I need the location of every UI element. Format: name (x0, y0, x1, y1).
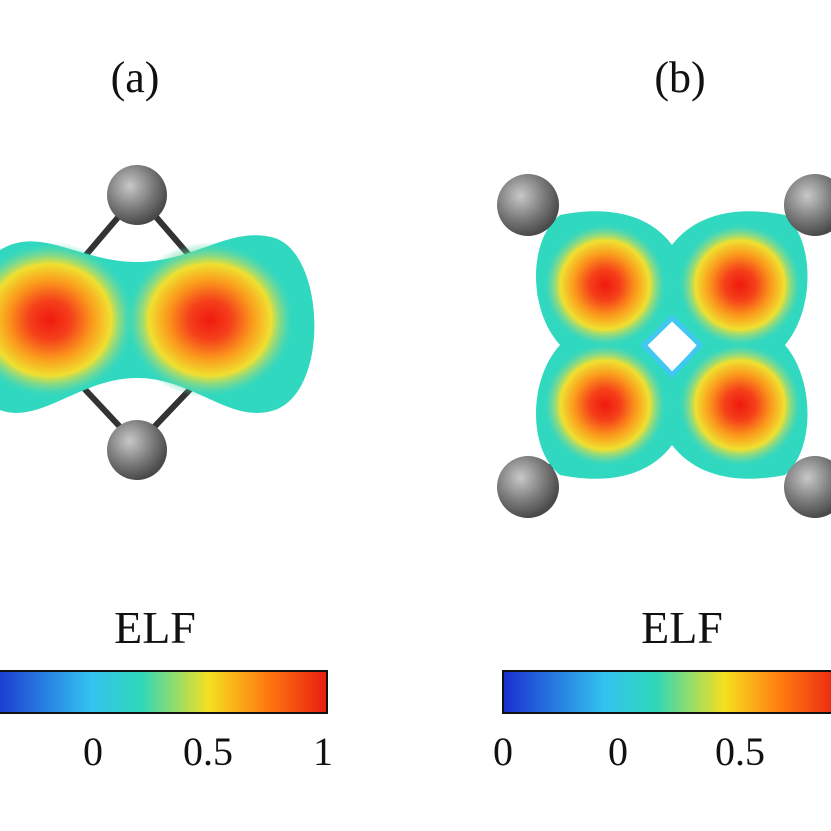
elf-lobe (678, 343, 802, 467)
atom (107, 420, 167, 480)
colorbar-tick: 0 (493, 729, 513, 774)
atom (497, 456, 559, 518)
panel-label: (a) (111, 53, 160, 102)
colorbar-tick: 1 (313, 729, 333, 774)
elf-lobe (125, 242, 295, 398)
atom (784, 174, 831, 236)
atom (784, 456, 831, 518)
panel-a: (a) ELF 0 0.5 1 (0, 53, 333, 774)
panel-label: (b) (654, 53, 705, 102)
colorbar-title: ELF (641, 602, 723, 653)
colorbar-tick: 0 (608, 729, 628, 774)
elf-lobe (543, 223, 667, 347)
atom (497, 174, 559, 236)
panel-b: (b) ELF 0 0 0.5 (493, 53, 831, 774)
colorbar (502, 670, 831, 714)
atom (107, 165, 167, 225)
elf-lobe (543, 343, 667, 467)
colorbar-title: ELF (114, 602, 196, 653)
colorbar (0, 670, 328, 714)
colorbar-tick: 0.5 (183, 729, 233, 774)
colorbar-tick: 0.5 (715, 729, 765, 774)
elf-lobe (678, 223, 802, 347)
elf-lobe (0, 242, 135, 398)
elf-void (640, 314, 704, 379)
colorbar-tick: 0 (83, 729, 103, 774)
